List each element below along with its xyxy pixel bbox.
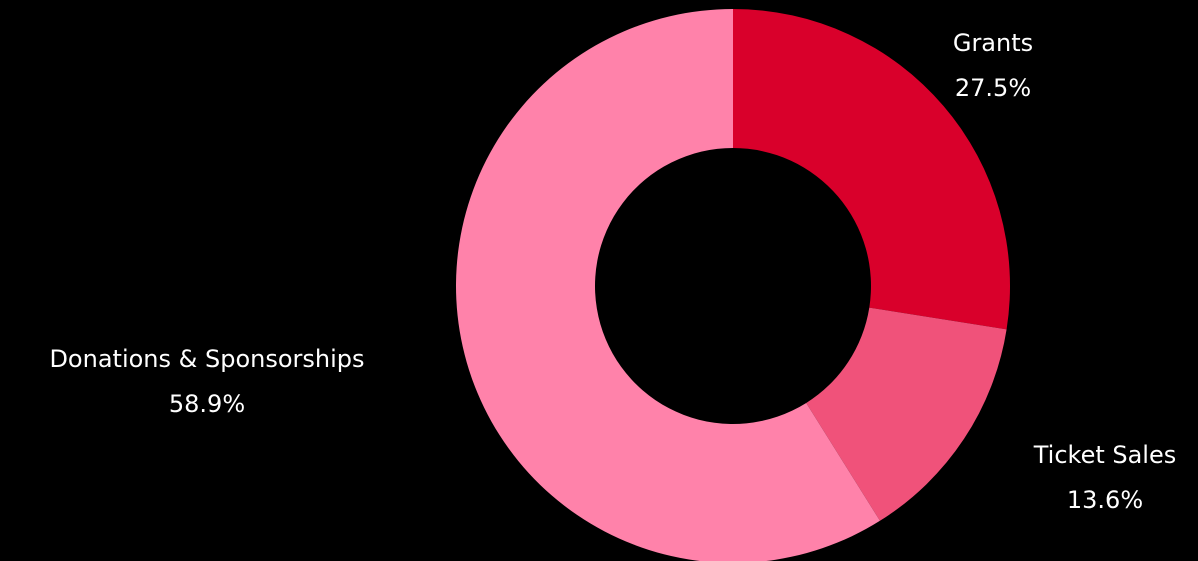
label-ticket-sales-name: Ticket Sales <box>1033 441 1177 469</box>
slice-donations-and-sponsorships <box>456 9 880 561</box>
slice-grants <box>733 9 1011 330</box>
label-donations-and-sponsorships-value: 58.9% <box>169 390 245 418</box>
donut-slices <box>456 9 1011 561</box>
label-donations-and-sponsorships: Donations & Sponsorships 58.9% <box>49 345 364 418</box>
label-grants-value: 27.5% <box>955 74 1031 102</box>
slice-labels: Grants 27.5% Ticket Sales 13.6% Donations & … <box>49 29 1176 514</box>
label-grants: Grants 27.5% <box>953 29 1033 102</box>
label-donations-and-sponsorships-name: Donations & Sponsorships <box>49 345 364 373</box>
label-grants-name: Grants <box>953 29 1033 57</box>
label-ticket-sales-value: 13.6% <box>1067 486 1143 514</box>
label-ticket-sales: Ticket Sales 13.6% <box>1033 441 1177 514</box>
slice-ticket-sales <box>806 307 1007 521</box>
